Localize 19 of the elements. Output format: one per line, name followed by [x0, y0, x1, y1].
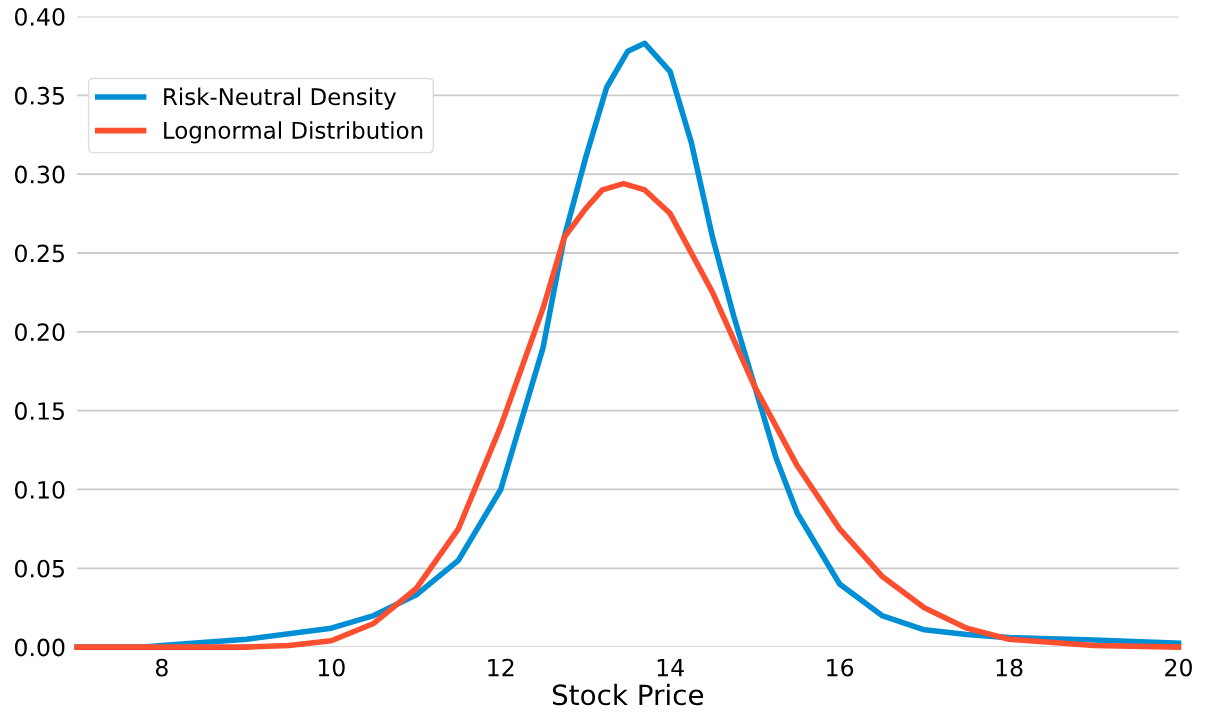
- x-tick-label: 14: [657, 658, 684, 677]
- y-tick-label: 0.20: [14, 323, 65, 342]
- x-tick-label: 16: [827, 658, 854, 677]
- y-tick-label: 0.25: [14, 244, 64, 263]
- y-tick-label: 0.30: [14, 165, 65, 184]
- x-tick-label: 12: [488, 658, 514, 677]
- x-axis-title: Stock Price: [552, 683, 704, 706]
- legend-label: Lognormal Distribution: [164, 121, 423, 144]
- y-tick-label: 0.40: [14, 7, 65, 26]
- x-tick-label: 18: [996, 658, 1023, 677]
- y-tick-label: 0.10: [14, 480, 65, 499]
- legend-label: Risk-Neutral Density: [164, 87, 396, 110]
- x-tick-label: 10: [318, 658, 345, 677]
- y-tick-label: 0.00: [14, 638, 65, 657]
- y-tick-label: 0.15: [14, 402, 64, 420]
- x-tick-label: 8: [155, 658, 168, 677]
- y-tick-label: 0.05: [14, 559, 64, 578]
- y-tick-label: 0.35: [14, 86, 64, 105]
- x-tick-label: 20: [1165, 658, 1192, 677]
